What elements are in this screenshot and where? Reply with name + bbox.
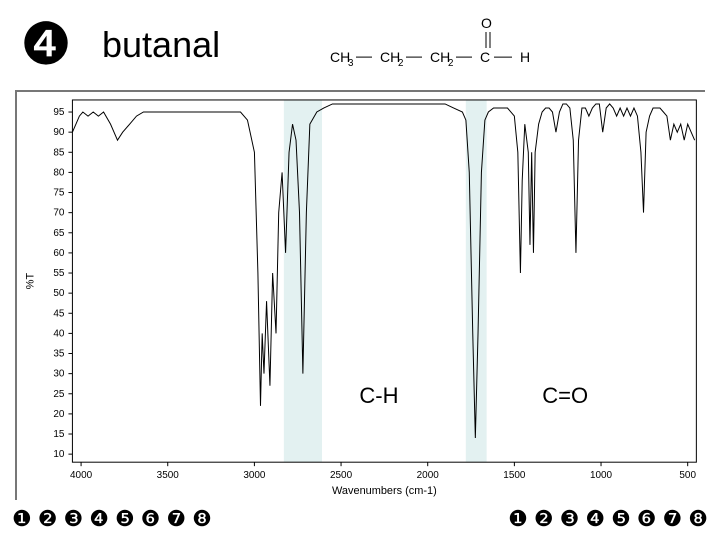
slide-title: butanal: [102, 24, 220, 66]
svg-text:10: 10: [53, 449, 65, 460]
footer-nav: ❶❷❸❹❺❻❼❽ ❶❷❸❹❺❻❼❽: [0, 506, 720, 536]
svg-text:20: 20: [53, 409, 65, 420]
nav-dot-6[interactable]: ❻: [141, 506, 161, 536]
nav-dot-8[interactable]: ❽: [688, 506, 708, 536]
svg-text:75: 75: [53, 188, 65, 199]
svg-text:70: 70: [53, 208, 65, 219]
svg-text:H: H: [520, 49, 530, 65]
svg-text:3: 3: [348, 58, 354, 69]
svg-text:90: 90: [53, 127, 65, 138]
nav-dot-5[interactable]: ❺: [115, 506, 135, 536]
slide: ❹ butanal CH3CH2CH2CHO 10152025303540455…: [0, 0, 720, 540]
nav-dot-7[interactable]: ❼: [663, 506, 683, 536]
nav-dot-8[interactable]: ❽: [192, 506, 212, 536]
svg-text:85: 85: [53, 147, 65, 158]
svg-text:2: 2: [448, 58, 453, 69]
nav-dot-4[interactable]: ❹: [89, 506, 109, 536]
svg-text:45: 45: [53, 308, 65, 319]
nav-dot-2[interactable]: ❷: [534, 506, 554, 536]
nav-dot-5[interactable]: ❺: [611, 506, 631, 536]
footer-nav-right: ❶❷❸❹❺❻❼❽: [508, 506, 708, 536]
svg-text:25: 25: [53, 389, 65, 400]
nav-dot-6[interactable]: ❻: [637, 506, 657, 536]
svg-text:1500: 1500: [503, 470, 526, 481]
svg-text:2500: 2500: [330, 470, 353, 481]
svg-text:Wavenumbers (cm-1): Wavenumbers (cm-1): [332, 485, 437, 497]
nav-dot-3[interactable]: ❸: [63, 506, 83, 536]
svg-text:2: 2: [398, 58, 403, 69]
svg-text:60: 60: [53, 248, 65, 259]
svg-text:2000: 2000: [417, 470, 440, 481]
nav-dot-7[interactable]: ❼: [166, 506, 186, 536]
svg-text:500: 500: [679, 470, 696, 481]
svg-text:95: 95: [53, 107, 65, 118]
peak-label: C-H: [359, 383, 398, 409]
chart-svg: 10 15 20 25 30 35 40 45 50 55 60 65 70 75 80 85 90 95 4000…: [17, 92, 705, 500]
svg-text:80: 80: [53, 167, 65, 178]
footer-nav-left: ❶❷❸❹❺❻❼❽: [12, 506, 212, 536]
svg-text:1000: 1000: [590, 470, 613, 481]
ir-spectrum-chart: 10 15 20 25 30 35 40 45 50 55 60 65 70 75 80 85 90 95 4000…: [15, 90, 705, 500]
svg-text:15: 15: [53, 429, 65, 440]
svg-text:65: 65: [53, 228, 65, 239]
peak-label: C=O: [542, 383, 588, 409]
structural-formula: CH3CH2CH2CHO: [320, 10, 570, 80]
svg-text:55: 55: [53, 268, 65, 279]
svg-text:4000: 4000: [70, 470, 93, 481]
svg-text:3500: 3500: [157, 470, 180, 481]
svg-text:O: O: [481, 15, 492, 31]
svg-text:35: 35: [53, 349, 65, 360]
svg-text:40: 40: [53, 328, 65, 339]
nav-dot-4[interactable]: ❹: [585, 506, 605, 536]
nav-dot-1[interactable]: ❶: [508, 506, 528, 536]
slide-number-badge: ❹: [20, 16, 72, 74]
svg-text:%T: %T: [25, 273, 37, 290]
svg-text:C: C: [480, 49, 490, 65]
nav-dot-3[interactable]: ❸: [560, 506, 580, 536]
svg-text:3000: 3000: [243, 470, 266, 481]
nav-dot-1[interactable]: ❶: [12, 506, 32, 536]
svg-text:30: 30: [53, 369, 65, 380]
svg-text:50: 50: [53, 288, 65, 299]
header: ❹ butanal CH3CH2CH2CHO: [20, 10, 700, 80]
nav-dot-2[interactable]: ❷: [38, 506, 58, 536]
